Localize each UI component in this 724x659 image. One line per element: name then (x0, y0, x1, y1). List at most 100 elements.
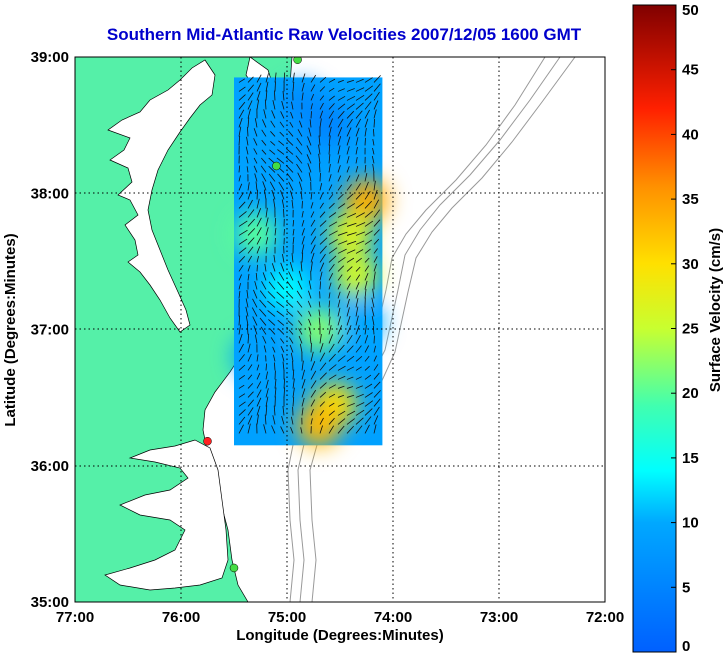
velocity-vector-260 (274, 217, 277, 227)
velocity-vector-93 (355, 118, 362, 128)
velocity-vector-536 (310, 370, 317, 380)
velocity-vector-185 (319, 172, 321, 182)
velocity-vector-173 (355, 165, 359, 173)
chart-title: Southern Mid-Atlantic Raw Velocities 200… (107, 25, 582, 44)
velocity-vector-188 (346, 175, 351, 182)
velocity-vector-119 (296, 137, 303, 146)
velocity-vector-24 (310, 84, 316, 92)
velocity-vector-240 (238, 211, 247, 218)
velocity-vector-429 (355, 306, 359, 317)
velocity-vector-634 (328, 425, 335, 434)
colorbar-tick-label-4: 20 (682, 385, 699, 402)
velocity-vector-542 (364, 374, 372, 380)
velocity-vector-9 (319, 76, 327, 83)
velocity-vector-485 (280, 346, 285, 353)
velocity-vector-550 (292, 378, 295, 389)
velocity-vector-387 (259, 290, 267, 299)
velocity-vector-428 (346, 307, 350, 317)
velocity-vector-525 (355, 366, 362, 371)
velocity-vector-44 (346, 95, 356, 101)
velocity-vector-31 (373, 83, 381, 92)
velocity-vector-622 (364, 416, 372, 425)
velocity-vector-419 (259, 308, 267, 317)
velocity-vector-62 (364, 101, 372, 110)
velocity-vector-138 (328, 144, 331, 155)
velocity-vector-11 (337, 79, 344, 83)
velocity-vector-607 (373, 406, 380, 416)
velocity-vector-372 (268, 281, 276, 290)
velocity-vector-124 (346, 136, 351, 146)
velocity-vector-208 (238, 192, 244, 200)
velocity-vector-495 (373, 345, 376, 353)
velocity-vector-27 (337, 88, 345, 92)
velocity-vector-633 (319, 425, 323, 434)
velocity-vector-315 (337, 248, 347, 254)
velocity-vector-2 (256, 74, 262, 83)
velocity-vector-13 (355, 78, 364, 83)
velocity-vector-72 (310, 111, 312, 119)
velocity-vector-254 (364, 210, 373, 218)
velocity-vector-271 (373, 219, 381, 227)
velocity-vector-8 (310, 74, 317, 83)
velocity-vector-109 (355, 127, 360, 137)
velocity-vector-486 (289, 344, 294, 353)
velocity-vector-193 (247, 182, 250, 191)
velocity-vector-508 (346, 355, 355, 362)
velocity-vector-84 (270, 120, 276, 128)
velocity-vector-467 (262, 335, 267, 344)
velocity-vector-611 (264, 414, 267, 425)
velocity-vector-12 (346, 79, 355, 83)
velocity-vector-168 (307, 163, 312, 173)
velocity-vector-629 (280, 426, 285, 434)
velocity-vector-444 (346, 315, 351, 326)
velocity-vector-475 (337, 334, 344, 344)
velocity-vector-82 (254, 118, 258, 128)
velocity-vector-266 (328, 221, 338, 227)
velocity-vector-577 (247, 399, 255, 407)
velocity-vector-565 (283, 387, 285, 398)
velocity-vector-143 (372, 147, 375, 155)
speed-region-5 (333, 253, 378, 297)
velocity-vector-41 (319, 95, 325, 101)
x-tick-label-1: 76:00 (162, 609, 200, 626)
velocity-vector-145 (246, 156, 249, 164)
velocity-vector-367 (373, 271, 376, 281)
velocity-vector-268 (346, 222, 357, 227)
velocity-vector-630 (290, 426, 294, 434)
velocity-vector-595 (265, 405, 268, 416)
velocity-vector-534 (292, 369, 295, 380)
velocity-vector-329 (319, 253, 326, 263)
velocity-vector-517 (282, 361, 285, 371)
velocity-vector-14 (364, 77, 373, 83)
velocity-vector-199 (299, 181, 303, 191)
velocity-vector-239 (373, 199, 380, 209)
velocity-vector-396 (346, 290, 351, 299)
velocity-vector-621 (355, 417, 364, 425)
velocity-vector-276 (274, 227, 277, 236)
velocity-vector-402 (252, 298, 258, 308)
velocity-vector-599 (301, 407, 304, 416)
velocity-vector-489 (319, 342, 324, 353)
velocity-vector-95 (373, 118, 375, 128)
velocity-vector-637 (355, 425, 363, 434)
velocity-vector-161 (246, 166, 249, 173)
velocity-vector-4 (274, 72, 277, 83)
velocity-vector-318 (364, 248, 371, 254)
velocity-vector-304 (238, 247, 247, 254)
velocity-vector-46 (364, 93, 373, 101)
velocity-vector-375 (297, 280, 303, 290)
velocity-vector-602 (328, 410, 335, 416)
velocity-vector-237 (355, 202, 365, 209)
velocity-vector-252 (346, 213, 357, 218)
velocity-vector-243 (265, 207, 268, 218)
velocity-vector-287 (373, 229, 380, 236)
velocity-vector-306 (256, 246, 261, 254)
velocity-vector-320 (238, 256, 246, 263)
velocity-vector-351 (373, 263, 377, 272)
colorbar-ticks: 0 5 10 15 20 25 30 35 40 45 50 (671, 2, 699, 655)
velocity-vector-469 (280, 338, 285, 344)
velocity-vector-63 (373, 100, 379, 110)
velocity-vector-339 (264, 263, 267, 272)
velocity-vector-151 (295, 155, 303, 164)
velocity-vector-616 (310, 418, 313, 425)
